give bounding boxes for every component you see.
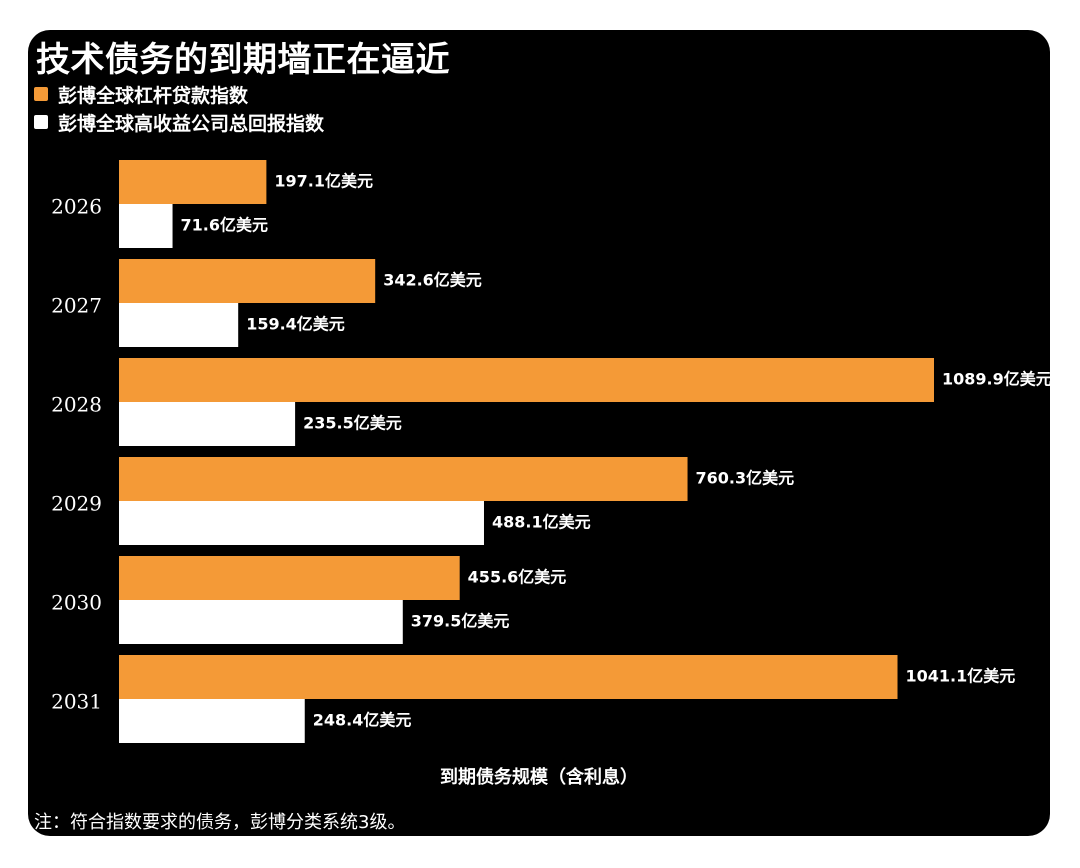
legend-item-high-yield: 彭博全球高收益公司总回报指数 (34, 110, 325, 135)
bar-high-yield-2029 (119, 501, 484, 545)
y-tick-label-2027: 2027 (51, 294, 102, 318)
data-label-high-yield-2031: 248.4亿美元 (313, 711, 412, 730)
data-label-loan-2030: 455.6亿美元 (468, 568, 567, 587)
data-label-loan-2028: 1089.9亿美元 (942, 370, 1050, 389)
data-label-high-yield-2029: 488.1亿美元 (492, 513, 591, 532)
data-label-high-yield-2028: 235.5亿美元 (303, 414, 402, 433)
y-tick-label-2028: 2028 (51, 393, 102, 417)
legend-label-high-yield: 彭博全球高收益公司总回报指数 (58, 112, 325, 135)
y-tick-label-2029: 2029 (51, 492, 102, 516)
bar-high-yield-2027 (119, 303, 239, 347)
bar-loan-2029 (119, 457, 688, 501)
legend-swatch-loan (34, 87, 48, 101)
x-axis-label: 到期债务规模（含利息） (440, 767, 638, 788)
data-label-high-yield-2030: 379.5亿美元 (411, 612, 510, 631)
bar-high-yield-2026 (119, 204, 173, 248)
data-label-loan-2027: 342.6亿美元 (383, 271, 482, 290)
footnote: 注：符合指数要求的债务，彭博分类系统3级。 (34, 812, 406, 833)
chart-title: 技术债务的到期墙正在逼近 (36, 40, 450, 80)
legend-swatch-high-yield (34, 115, 48, 129)
data-label-loan-2029: 760.3亿美元 (696, 469, 795, 488)
y-tick-label-2030: 2030 (51, 591, 102, 615)
bar-chart: 2026 197.1亿美元 71.6亿美元 2027 342.6亿美元 159.4亿美元 2… (51, 160, 1050, 743)
data-label-high-yield-2027: 159.4亿美元 (246, 315, 345, 334)
bar-loan-2026 (119, 160, 267, 204)
bar-loan-2028 (119, 358, 934, 402)
bar-high-yield-2028 (119, 402, 296, 446)
legend-item-loan: 彭博全球杠杆贷款指数 (34, 82, 249, 107)
data-label-loan-2026: 197.1亿美元 (274, 172, 373, 191)
chart-card: 技术债务的到期墙正在逼近 彭博全球杠杆贷款指数 彭博全球高收益公司总回报指数 2… (28, 30, 1050, 836)
bar-loan-2027 (119, 259, 376, 303)
bar-loan-2031 (119, 655, 898, 699)
y-tick-label-2031: 2031 (51, 690, 102, 714)
bar-loan-2030 (119, 556, 460, 600)
data-label-loan-2031: 1041.1亿美元 (906, 667, 1016, 686)
data-label-high-yield-2026: 71.6亿美元 (181, 216, 268, 235)
legend-label-loan: 彭博全球杠杆贷款指数 (58, 84, 249, 107)
bar-high-yield-2031 (119, 699, 305, 743)
bar-high-yield-2030 (119, 600, 403, 644)
y-tick-label-2026: 2026 (51, 195, 102, 219)
